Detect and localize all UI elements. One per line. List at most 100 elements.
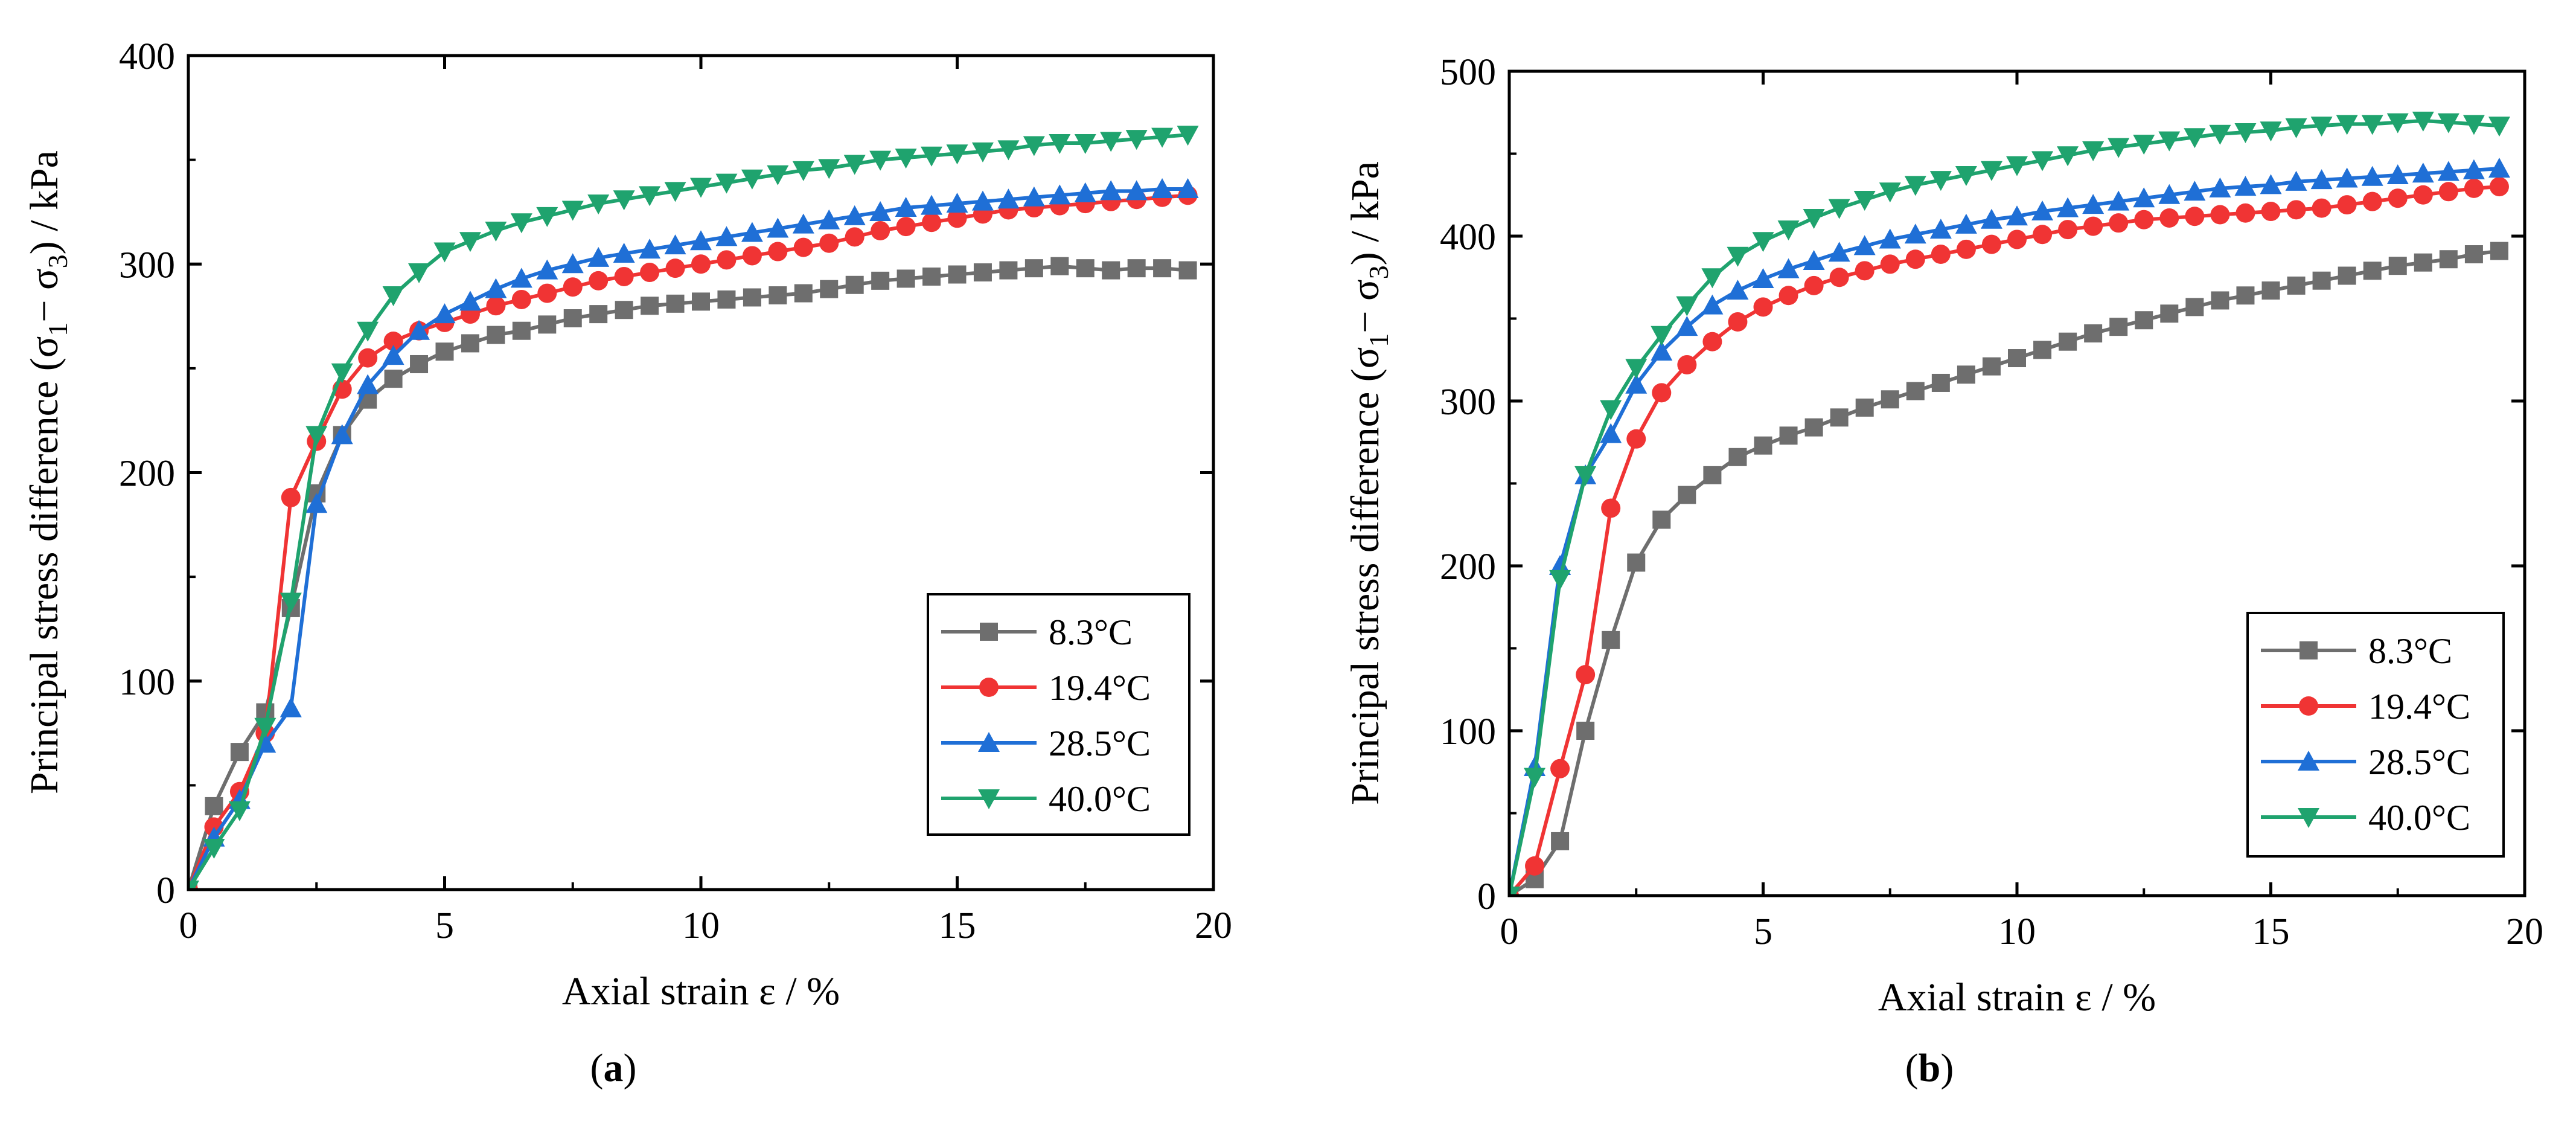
data-point [1803,208,1825,229]
ylabel-mid: − σ [1343,279,1387,333]
data-point [1102,261,1120,280]
data-point [2285,118,2307,138]
data-point [2057,197,2079,217]
data-point [1652,383,1672,403]
series-line [1509,249,2500,896]
data-point [2312,198,2332,218]
legend-label: 8.3°C [1049,612,1133,652]
data-point [1803,249,1825,270]
data-point [1100,180,1122,201]
legend-marker [2300,641,2318,659]
data-point [1904,223,1926,244]
data-point [2437,113,2459,133]
data-point [2337,195,2357,215]
data-point [410,355,429,373]
data-point [188,881,199,890]
data-point [205,797,223,815]
data-point [921,146,943,167]
ylabel-mid: − σ [22,268,66,322]
data-point [510,213,532,234]
data-point [1702,332,1722,351]
data-point [563,309,582,328]
legend-item: 40.0°C [2261,798,2470,838]
data-point [1550,759,1570,778]
series-83C [1509,242,2508,896]
data-point [487,326,505,344]
data-point [1050,257,1069,275]
series-line [188,187,1188,890]
y-tick-label: 200 [1440,547,1496,588]
data-point [2057,146,2079,167]
data-point [587,194,610,215]
data-point [664,182,686,202]
y-tick-label: 300 [1440,382,1496,423]
data-point [358,348,378,368]
data-point [382,286,404,307]
data-point [2031,201,2054,221]
x-tick-label: 15 [2252,911,2290,952]
data-point [1929,171,1952,191]
x-tick-label: 20 [2506,911,2543,952]
data-point [2362,191,2382,211]
data-point [1855,398,1874,417]
data-point [1125,130,1148,150]
data-point [2260,174,2282,194]
data-point [2388,188,2408,208]
data-point [1906,382,1925,400]
data-point [1981,234,2001,254]
data-point [665,258,685,278]
data-point [2234,123,2257,144]
data-point [921,194,943,215]
data-point [946,193,968,213]
data-point [1600,423,1622,443]
data-point [1127,259,1146,278]
data-point [1576,665,1596,685]
ylabel-suffix: ) / kPa [22,150,66,254]
data-point [1955,213,1977,234]
legend-label: 28.5°C [1049,724,1151,763]
data-point [228,801,251,821]
data-point [1957,365,1975,384]
data-point [1509,887,1520,896]
legend-label: 19.4°C [2368,687,2470,727]
data-point [2412,111,2434,132]
data-point [384,370,403,388]
data-point [2134,210,2154,229]
data-point [767,165,789,185]
legend: 8.3°C 19.4°C 28.5°C 40.0°C [2246,612,2505,858]
data-point [2008,349,2026,368]
y-axis-title: Principal stress difference (σ1− σ3) / k… [22,150,73,794]
x-axis-title: Axial strain ε / % [562,969,840,1013]
data-point [408,263,430,284]
x-tick-label: 0 [1500,911,1519,952]
data-point [2158,184,2181,204]
data-point [254,717,276,738]
data-point [640,263,660,283]
data-point [1625,359,1648,379]
data-point [2209,177,2231,197]
data-point [1880,254,1900,274]
data-point [2211,291,2229,310]
data-point [2033,225,2053,245]
data-point [1931,245,1951,265]
y-axis-title: Principal stress difference (σ1− σ3) / k… [1343,161,1394,805]
data-point [1728,312,1748,332]
data-point [1601,498,1621,518]
data-point [2388,257,2407,275]
data-point [1177,126,1199,146]
data-point [1574,466,1597,486]
data-point [1676,296,1698,316]
data-point [1828,242,1850,262]
data-point [2209,124,2231,145]
data-point [2488,158,2510,178]
y-tick-label: 0 [1477,876,1496,917]
legend: 8.3°C 19.4°C 28.5°C 40.0°C [927,593,1191,836]
series-line [188,193,1188,890]
data-point [280,697,302,717]
data-point [589,305,608,324]
data-point [1177,178,1199,198]
data-point [1627,553,1646,572]
panel-label-letter: b [1919,1046,1941,1090]
data-point [2006,156,2028,176]
data-point [1549,555,1571,575]
